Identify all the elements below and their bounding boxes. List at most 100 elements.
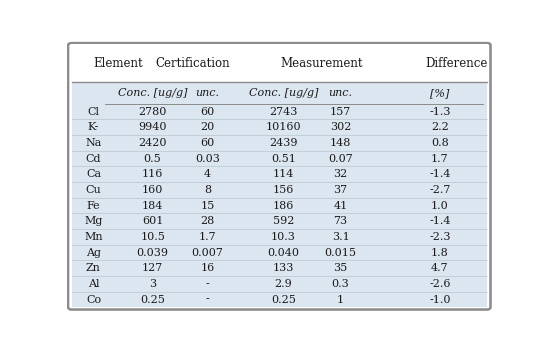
Bar xyxy=(71,119,487,135)
Text: 60: 60 xyxy=(201,138,215,148)
Text: 35: 35 xyxy=(334,263,348,273)
Text: 37: 37 xyxy=(334,185,348,195)
Text: -: - xyxy=(205,279,209,289)
Text: Mg: Mg xyxy=(84,216,102,226)
Text: -1.0: -1.0 xyxy=(429,295,451,305)
Text: 0.25: 0.25 xyxy=(140,295,165,305)
Bar xyxy=(71,213,487,229)
Text: 0.51: 0.51 xyxy=(271,154,296,164)
Text: 0.039: 0.039 xyxy=(137,247,168,258)
Text: -: - xyxy=(205,295,209,305)
Text: Cd: Cd xyxy=(86,154,101,164)
FancyBboxPatch shape xyxy=(68,43,490,310)
Text: Measurement: Measurement xyxy=(280,57,363,70)
Text: 592: 592 xyxy=(273,216,294,226)
Text: 10160: 10160 xyxy=(266,122,301,132)
Text: -1.4: -1.4 xyxy=(429,169,451,179)
Text: 1: 1 xyxy=(337,295,344,305)
Text: Element: Element xyxy=(94,57,143,70)
Text: 1.7: 1.7 xyxy=(199,232,216,242)
Text: -1.4: -1.4 xyxy=(429,216,451,226)
Text: 0.3: 0.3 xyxy=(332,279,349,289)
Text: 1.0: 1.0 xyxy=(431,201,449,210)
Text: -2.7: -2.7 xyxy=(429,185,451,195)
Text: 0.5: 0.5 xyxy=(144,154,161,164)
Text: Co: Co xyxy=(86,295,101,305)
Text: 0.07: 0.07 xyxy=(328,154,353,164)
Text: 73: 73 xyxy=(334,216,348,226)
Text: 2780: 2780 xyxy=(138,106,167,117)
Bar xyxy=(71,82,487,104)
Text: Cu: Cu xyxy=(86,185,101,195)
Bar xyxy=(71,292,487,307)
Text: 0.040: 0.040 xyxy=(268,247,300,258)
Text: 20: 20 xyxy=(201,122,215,132)
Text: 157: 157 xyxy=(330,106,351,117)
Text: 8: 8 xyxy=(204,185,211,195)
Text: 2.2: 2.2 xyxy=(431,122,449,132)
Text: 9940: 9940 xyxy=(138,122,167,132)
Text: 114: 114 xyxy=(273,169,294,179)
Text: Al: Al xyxy=(88,279,99,289)
Text: 156: 156 xyxy=(273,185,294,195)
Text: Cl: Cl xyxy=(87,106,100,117)
Bar xyxy=(71,276,487,292)
Text: 28: 28 xyxy=(201,216,215,226)
Text: 3.1: 3.1 xyxy=(332,232,349,242)
Text: -1.3: -1.3 xyxy=(429,106,451,117)
Text: -2.3: -2.3 xyxy=(429,232,451,242)
Text: 184: 184 xyxy=(142,201,164,210)
Text: 4.7: 4.7 xyxy=(431,263,449,273)
Text: Na: Na xyxy=(85,138,102,148)
Text: 302: 302 xyxy=(330,122,351,132)
Text: 186: 186 xyxy=(273,201,294,210)
Text: 10.3: 10.3 xyxy=(271,232,296,242)
Text: 116: 116 xyxy=(142,169,164,179)
Text: Ag: Ag xyxy=(86,247,101,258)
Text: 2.9: 2.9 xyxy=(275,279,293,289)
Text: 41: 41 xyxy=(334,201,348,210)
Text: Fe: Fe xyxy=(87,201,100,210)
Text: Ca: Ca xyxy=(86,169,101,179)
Text: 2439: 2439 xyxy=(269,138,298,148)
Text: [%]: [%] xyxy=(430,88,450,98)
Text: Conc. [ug/g]: Conc. [ug/g] xyxy=(118,88,187,98)
Text: Certification: Certification xyxy=(155,57,230,70)
Text: 3: 3 xyxy=(149,279,156,289)
Bar xyxy=(71,135,487,151)
Text: 127: 127 xyxy=(142,263,163,273)
Text: 0.007: 0.007 xyxy=(192,247,223,258)
Text: 16: 16 xyxy=(201,263,215,273)
Bar xyxy=(71,198,487,213)
Bar xyxy=(71,229,487,245)
Text: 4: 4 xyxy=(204,169,211,179)
Text: 133: 133 xyxy=(273,263,294,273)
Text: Mn: Mn xyxy=(84,232,103,242)
Text: 1.8: 1.8 xyxy=(431,247,449,258)
Text: 160: 160 xyxy=(142,185,164,195)
Text: unc.: unc. xyxy=(329,88,353,98)
Bar xyxy=(71,45,487,82)
Bar xyxy=(71,245,487,260)
Bar xyxy=(71,151,487,166)
Text: K-: K- xyxy=(88,122,99,132)
Bar xyxy=(71,166,487,182)
Text: 60: 60 xyxy=(201,106,215,117)
Text: Conc. [ug/g]: Conc. [ug/g] xyxy=(249,88,318,98)
Text: 10.5: 10.5 xyxy=(140,232,165,242)
Bar xyxy=(71,104,487,119)
Bar xyxy=(71,182,487,198)
Bar xyxy=(71,260,487,276)
Text: 601: 601 xyxy=(142,216,164,226)
Text: 0.03: 0.03 xyxy=(195,154,220,164)
Text: 1.7: 1.7 xyxy=(431,154,449,164)
Text: Difference: Difference xyxy=(426,57,488,70)
Text: Zn: Zn xyxy=(86,263,101,273)
Text: 2420: 2420 xyxy=(138,138,167,148)
Text: 0.8: 0.8 xyxy=(431,138,449,148)
Text: 148: 148 xyxy=(330,138,351,148)
Text: unc.: unc. xyxy=(196,88,220,98)
Text: 2743: 2743 xyxy=(269,106,298,117)
Text: 32: 32 xyxy=(334,169,348,179)
Text: 0.25: 0.25 xyxy=(271,295,296,305)
